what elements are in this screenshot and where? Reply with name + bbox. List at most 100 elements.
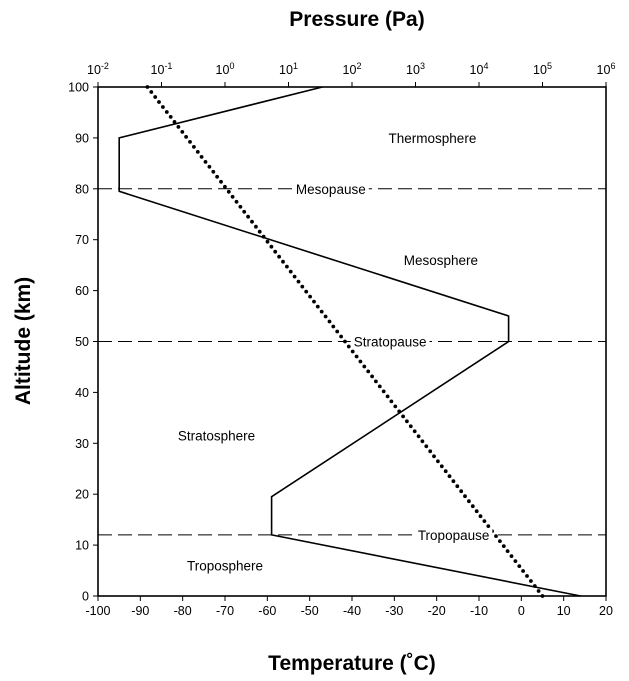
pressure-dot [478,514,483,519]
pressure-dot [346,344,351,349]
pressure-dot [288,269,293,274]
pressure-dot [482,519,487,523]
pressure-dot [432,454,436,459]
boundary-label: Stratopause [354,335,427,350]
pressure-dot [265,239,270,244]
pressure-dot [393,404,398,409]
boundary-label-background [350,335,430,348]
pressure-dot [354,354,359,359]
pressure-dot [339,334,343,339]
pressure-dot [254,224,258,229]
temperature-profile [118,86,581,597]
x-tick-label: 10 [557,604,571,618]
x-tick-label: -10 [470,604,488,618]
pressure-dot [312,299,316,304]
pressure-dot [513,559,518,563]
pressure-dot [195,150,200,154]
pressure-dot [335,329,340,334]
y-tick-label: 0 [82,590,89,604]
pressure-dot [486,524,491,528]
pressure-dot [374,379,378,384]
x2-tick-label: 10-2 [87,61,109,77]
x-tick-label: -90 [131,604,149,618]
pressure-dot [536,589,541,593]
bottom-axis-title: Temperature (˚C) [268,652,436,675]
y-tick-label: 50 [75,335,89,349]
pressure-dot [192,145,196,149]
pressure-dot [401,414,405,419]
pressure-dot [315,304,320,309]
layer-boundaries [98,188,606,536]
layer-labels: Tropopause Stratopause Mesopause Tropospher… [178,131,493,573]
y-tick-label: 20 [75,488,89,502]
pressure-dot [463,494,467,499]
pressure-dot [300,284,305,289]
boundary-label: Tropopause [418,528,490,543]
pressure-dot [385,394,390,399]
boundary-label-background [414,528,493,541]
pressure-dot [451,479,456,484]
pressure-dot [525,574,529,578]
pressure-dot [474,509,479,514]
pressure-dot [149,90,154,94]
pressure-dot [366,369,371,374]
pressure-dot [157,100,161,104]
pressure-dot [505,549,510,553]
pressure-dot [501,544,506,548]
pressure-dot [350,349,355,354]
pressure-dot [261,234,266,239]
pressure-dot [529,579,533,583]
pressure-dot [362,364,367,369]
y-tick-label: 80 [75,182,89,196]
y-tick-label: 40 [75,386,89,400]
x-tick-label: 0 [518,604,525,618]
pressure-dot [215,174,220,179]
pressure-dot [308,294,312,299]
pressure-dot [377,384,382,389]
pressure-dot [327,319,332,324]
pressure-dot [323,314,328,319]
pressure-dot [153,95,158,99]
pressure-dot [517,564,522,568]
top-axis-title: Pressure (Pa) [289,8,424,31]
pressure-dot [164,110,169,114]
pressure-dot [250,219,254,224]
pressure-dot [405,419,409,424]
y-tick-label: 100 [68,81,89,95]
x2-tick-label: 102 [343,61,362,77]
pressure-dot [319,309,324,314]
x-tick-label: -70 [216,604,234,618]
x2-tick-label: 104 [470,61,489,77]
pressure-dot [304,289,309,294]
pressure-dot [420,439,425,444]
pressure-dot [257,229,262,234]
pressure-dot [292,274,297,279]
boundary-label: Mesopause [296,182,366,197]
layer-label: Troposphere [187,558,263,573]
pressure-dot [199,155,204,159]
pressure-dot [281,259,285,264]
left-axis-title: Altitude (km) [12,277,35,405]
pressure-dot [246,214,251,219]
y-tick-label: 30 [75,437,89,451]
data-series [118,85,581,598]
x-tick-label: -20 [428,604,446,618]
x-tick-label: -60 [258,604,276,618]
pressure-dot [467,499,471,504]
pressure-dot [184,135,189,139]
boundary-label-background [292,182,369,195]
pressure-dot [447,474,452,479]
pressure-dot [443,469,448,474]
pressure-dot [285,264,289,269]
pressure-dot [370,374,374,379]
pressure-dot [168,115,173,119]
pressure-dot [494,534,498,538]
pressure-dot [176,125,181,129]
pressure-dot [470,504,475,509]
pressure-dot [161,105,165,109]
pressure-dot [521,569,525,573]
pressure-dot [358,359,363,364]
x2-tick-label: 106 [597,61,616,77]
pressure-dot [277,254,281,259]
layer-label: Mesosphere [404,253,478,268]
